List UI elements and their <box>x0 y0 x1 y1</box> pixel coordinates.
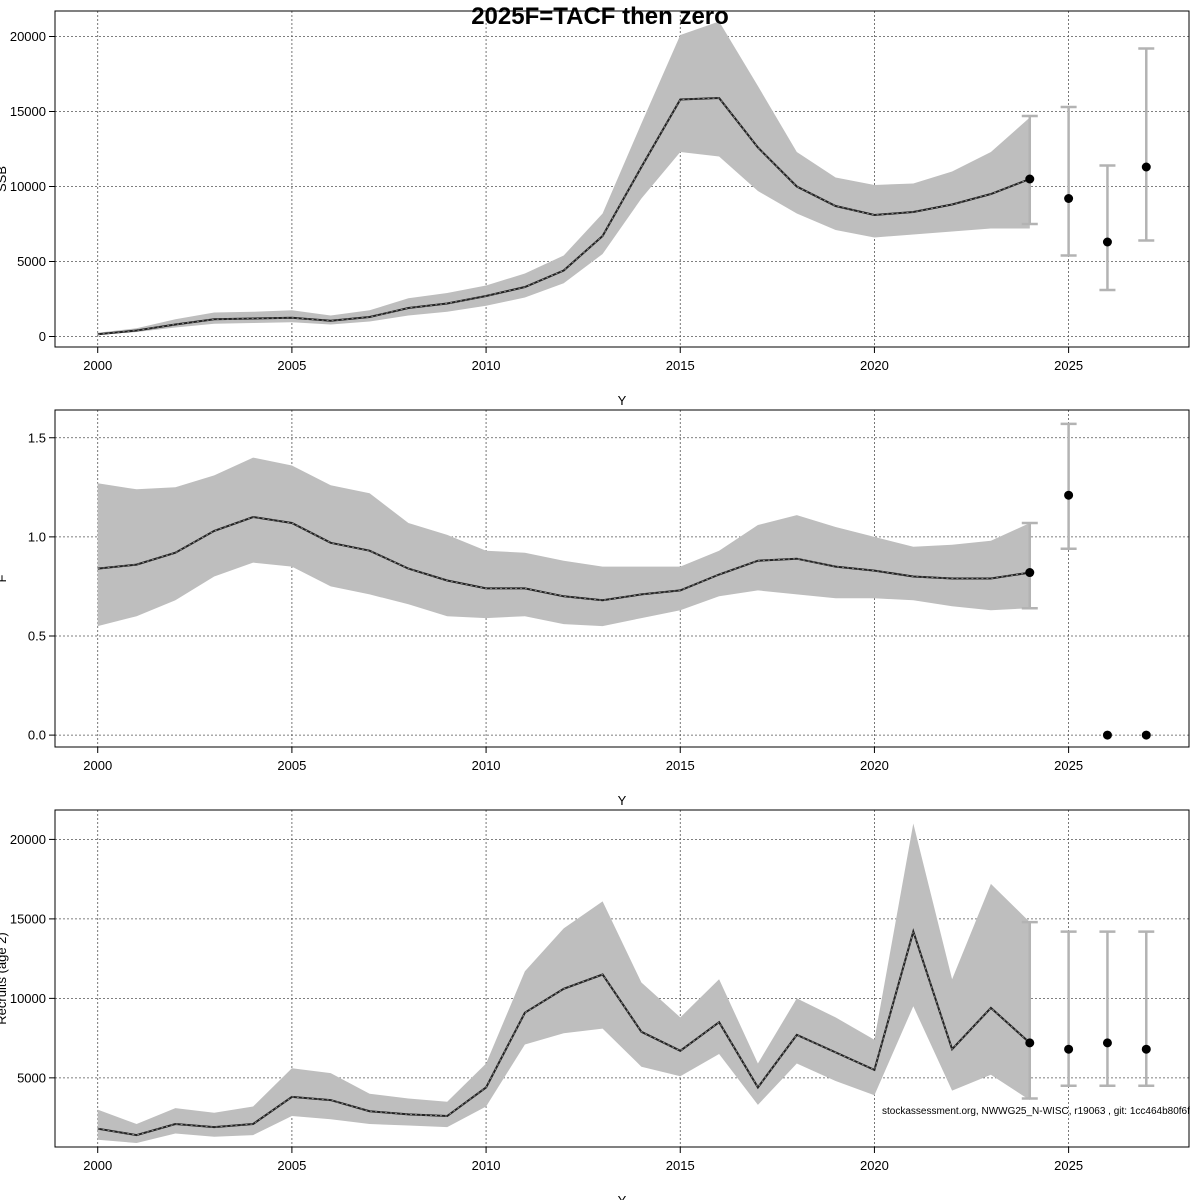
x-tick-label: 2025 <box>1054 1158 1083 1173</box>
x-axis-label: Y <box>618 793 627 808</box>
y-tick-label: 20000 <box>10 832 46 847</box>
x-tick-label: 2010 <box>472 358 501 373</box>
y-tick-label: 1.0 <box>28 529 46 544</box>
x-tick-label: 2015 <box>666 758 695 773</box>
x-tick-label: 2020 <box>860 758 889 773</box>
forecast-point <box>1102 1038 1112 1048</box>
x-tick-label: 2000 <box>83 358 112 373</box>
forecast-point <box>1025 568 1035 578</box>
forecast-point <box>1102 730 1112 740</box>
recruits-panel: 2000 2005 2010 2015 2020 2025 5000 10000 15000 20… <box>0 809 1190 1200</box>
x-axis-label: Y <box>618 393 627 408</box>
y-tick-label: 0.0 <box>28 728 46 743</box>
estimate-line-dashes <box>97 516 1030 601</box>
plot-frame <box>54 809 1190 1148</box>
x-tick-label: 2005 <box>277 758 306 773</box>
x-tick-label: 2010 <box>472 1158 501 1173</box>
forecast-point <box>1025 1038 1035 1048</box>
y-tick-label: 5000 <box>17 1070 46 1085</box>
x-tick-label: 2000 <box>83 1158 112 1173</box>
y-tick-label: 15000 <box>10 104 46 119</box>
forecast-point <box>1064 490 1074 500</box>
forecast-point <box>1064 194 1074 203</box>
confidence-band <box>97 21 1030 335</box>
forecast-point <box>1025 174 1035 184</box>
x-tick-label: 2005 <box>277 1158 306 1173</box>
x-tick-label: 2000 <box>83 758 112 773</box>
forecast-point <box>1141 162 1151 172</box>
x-axis-label: Y <box>618 1193 627 1200</box>
ssb-panel: 2000 2005 2010 2015 2020 2025 0 5000 10000 15000 2… <box>0 10 1190 408</box>
x-tick-label: 2025 <box>1054 758 1083 773</box>
footer-credit: stockassessment.org, NWWG25_N-WISC, r190… <box>882 1106 1190 1117</box>
forecast-point <box>1102 237 1112 247</box>
x-tick-label: 2010 <box>472 758 501 773</box>
y-tick-label: 0.5 <box>28 628 46 643</box>
plot-frame <box>54 409 1190 748</box>
forecast-point <box>1141 730 1151 740</box>
y-tick-label: 1.5 <box>28 430 46 445</box>
x-tick-label: 2015 <box>666 358 695 373</box>
f-panel: 2000 2005 2010 2015 2020 2025 0.0 0.5 1.0 1.5 Y F <box>0 409 1190 808</box>
y-tick-label: 10000 <box>10 179 46 194</box>
y-axis-label: Recruits (age 2) <box>0 932 9 1024</box>
y-axis-label: F <box>0 574 9 582</box>
confidence-band <box>97 457 1030 627</box>
x-tick-label: 2020 <box>860 1158 889 1173</box>
x-tick-label: 2005 <box>277 358 306 373</box>
y-tick-label: 20000 <box>10 29 46 44</box>
y-tick-label: 10000 <box>10 991 46 1006</box>
x-tick-label: 2015 <box>666 1158 695 1173</box>
estimate-line-dashes <box>97 97 1030 335</box>
y-tick-label: 5000 <box>17 254 46 269</box>
plot-frame <box>54 10 1190 348</box>
x-tick-label: 2020 <box>860 358 889 373</box>
figure-title: 2025F=TACF then zero <box>471 3 729 30</box>
y-tick-label: 0 <box>39 329 46 344</box>
forecast-point <box>1064 1044 1074 1054</box>
y-axis-label: SSB <box>0 166 9 192</box>
x-tick-label: 2025 <box>1054 358 1083 373</box>
confidence-band <box>97 823 1030 1143</box>
forecast-point <box>1141 1044 1151 1054</box>
estimate-line-dashes <box>97 930 1031 1136</box>
y-tick-label: 15000 <box>10 911 46 926</box>
